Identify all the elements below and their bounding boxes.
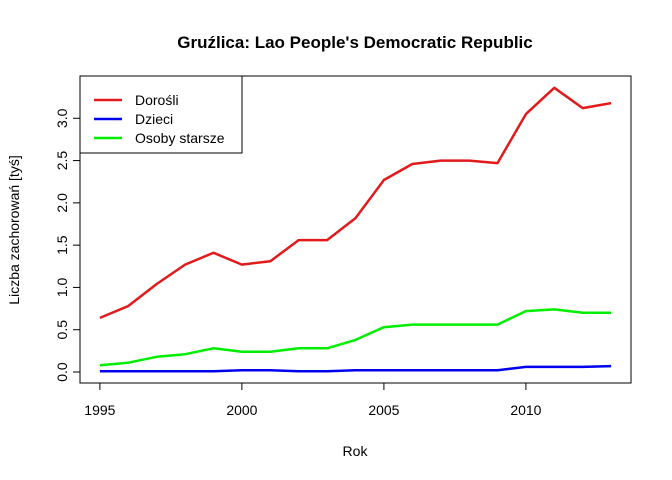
series-line-2 [99, 308, 612, 367]
y-axis-label: Liczba zachorowań [tyś] [6, 155, 22, 304]
y-tick-label: 0.5 [54, 320, 70, 340]
y-tick-label: 2.5 [54, 151, 70, 171]
series-line-0 [99, 86, 612, 320]
x-tick-label: 1995 [84, 402, 115, 418]
x-axis-label: Rok [343, 443, 369, 459]
x-tick-label: 2005 [368, 402, 399, 418]
x-tick-label: 2000 [226, 402, 257, 418]
x-axis: 1995 2000 2005 2010 [84, 382, 542, 418]
y-tick-label: 3.0 [54, 108, 70, 128]
legend-box [79, 75, 243, 154]
x-tick-label: 2010 [510, 402, 541, 418]
y-tick-label: 2.0 [54, 193, 70, 213]
series-line-1 [99, 364, 612, 373]
legend-label-2: Osoby starsze [135, 130, 225, 146]
series-lines [99, 86, 612, 373]
y-tick-label: 1.0 [54, 277, 70, 297]
y-axis: 0.0 0.5 1.0 1.5 2.0 2.5 3.0 [54, 108, 81, 382]
legend: Dorośli Dzieci Osoby starsze [79, 75, 243, 154]
y-tick-label: 0.0 [54, 362, 70, 382]
legend-label-1: Dzieci [135, 111, 173, 127]
chart-title: Gruźlica: Lao People's Democratic Republ… [177, 33, 532, 52]
legend-label-0: Dorośli [135, 92, 179, 108]
y-tick-label: 1.5 [54, 235, 70, 255]
